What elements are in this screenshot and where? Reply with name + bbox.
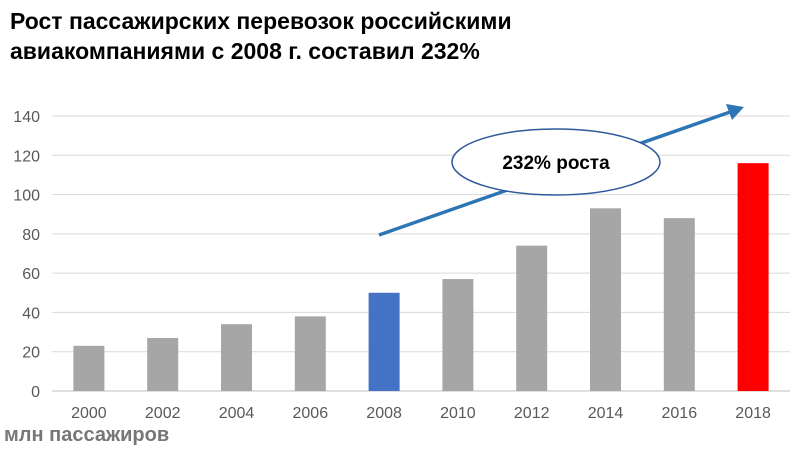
chart-title: Рост пассажирских перевозок российскими … xyxy=(10,6,790,66)
chart-title-line-2: авиакомпаниями с 2008 г. составил 232% xyxy=(10,38,480,64)
x-tick-label: 2018 xyxy=(735,405,771,422)
x-tick-label: 2012 xyxy=(514,405,550,422)
chart-title-line-1: Рост пассажирских перевозок российскими xyxy=(10,8,512,34)
bar xyxy=(294,316,326,391)
x-tick-label: 2000 xyxy=(71,405,107,422)
bar xyxy=(221,324,252,391)
unit-label: млн пассажиров xyxy=(4,424,170,446)
bar xyxy=(663,218,695,391)
bar xyxy=(73,345,105,391)
y-tick-label: 120 xyxy=(13,148,40,165)
bar xyxy=(147,337,179,391)
x-tick-label: 2004 xyxy=(219,405,255,422)
bar xyxy=(516,245,548,391)
annotation-text: 232% роста xyxy=(502,153,610,174)
y-tick-label: 80 xyxy=(22,227,40,244)
y-tick-label: 60 xyxy=(22,266,40,283)
bar xyxy=(737,163,769,391)
y-tick-label: 140 xyxy=(13,109,40,126)
y-tick-label: 40 xyxy=(22,305,40,322)
x-tick-label: 2010 xyxy=(440,405,476,422)
x-tick-label: 2008 xyxy=(366,405,402,422)
bar xyxy=(368,292,400,391)
annotation-ellipse xyxy=(451,128,661,196)
y-tick-label: 100 xyxy=(13,188,40,205)
y-tick-label: 20 xyxy=(22,345,40,362)
x-tick-label: 2016 xyxy=(662,405,698,422)
x-tick-label: 2006 xyxy=(293,405,329,422)
x-tick-label: 2002 xyxy=(145,405,181,422)
x-tick-label: 2014 xyxy=(588,405,624,422)
bar xyxy=(442,279,474,391)
bar xyxy=(590,208,621,391)
y-tick-label: 0 xyxy=(31,384,40,401)
growth-arrow-head xyxy=(726,104,744,120)
